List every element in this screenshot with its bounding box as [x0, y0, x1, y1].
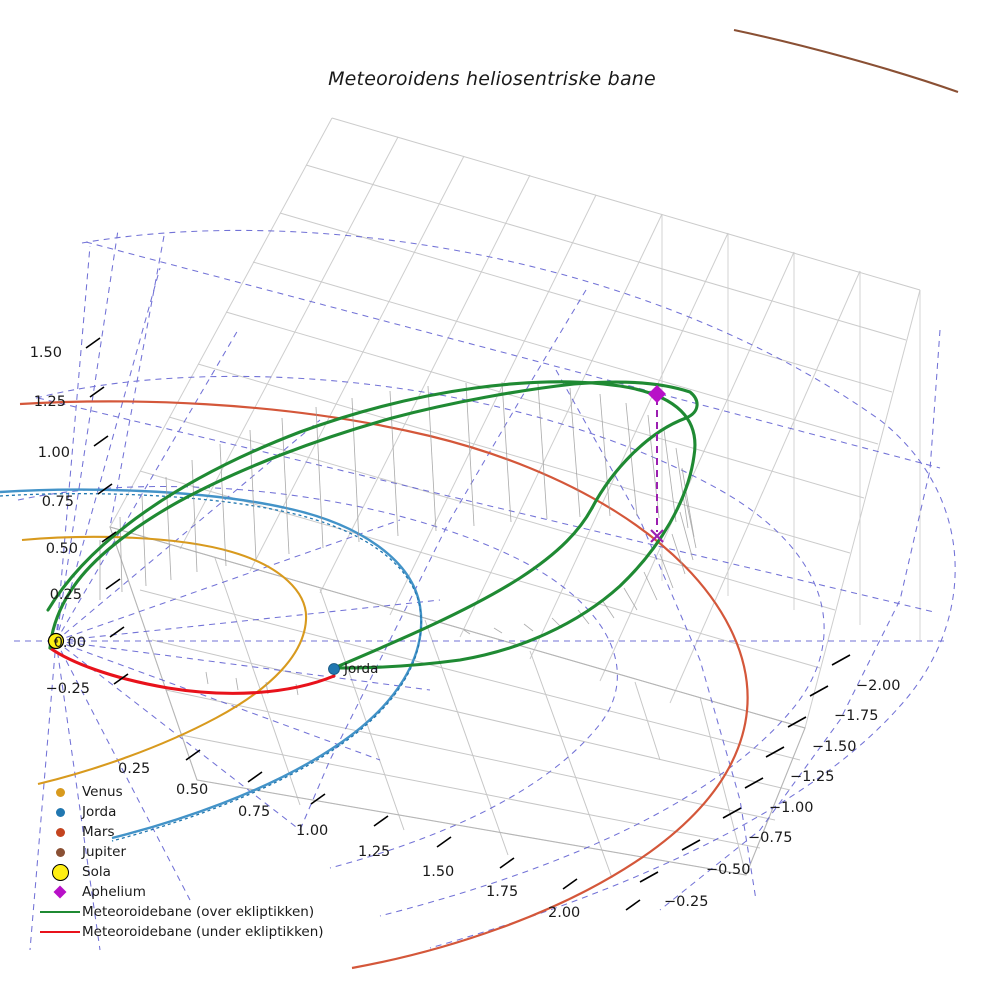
y-tick-1: −0.50 — [706, 862, 750, 878]
legend-label-jupiter: Jupiter — [82, 844, 127, 860]
y-tick-2: −0.75 — [748, 830, 792, 846]
y-tick-0: −0.25 — [664, 894, 708, 910]
orbit-mars — [19, 400, 749, 970]
jorda-marker — [328, 663, 340, 675]
legend-item-jorda[interactable]: Jorda — [38, 802, 368, 822]
pane-grid-back-vertical — [109, 117, 921, 729]
aphelium-projection-x-icon — [650, 529, 664, 543]
green-line-icon — [38, 911, 82, 913]
legend-item-under-ekliptikken[interactable]: Meteoroidebane (under ekliptikken) — [38, 922, 368, 942]
y-axis-tick-labels: −0.25 −0.50 −0.75 −1.00 −1.25 −1.50 −1.7… — [664, 678, 900, 910]
orbit-jorda — [0, 488, 423, 842]
orbit-venus — [21, 535, 308, 786]
z-tick-7: −0.25 — [46, 681, 90, 697]
axis-box-outline — [109, 526, 806, 876]
meteoroid-orbit-over — [48, 380, 699, 670]
sola-dot-icon — [38, 863, 82, 881]
aphelium-diamond-icon — [38, 884, 82, 900]
legend-label-venus: Venus — [82, 784, 123, 800]
jorda-point-label: Jorda — [343, 661, 378, 677]
legend-item-jupiter[interactable]: Jupiter — [38, 842, 368, 862]
legend: Venus Jorda Mars Jupiter Sola — [38, 782, 368, 942]
z-tick-4: 0.50 — [46, 541, 78, 557]
legend-label-under-ekliptikken: Meteoroidebane (under ekliptikken) — [82, 924, 324, 940]
z-axis-tick-labels: 1.50 1.25 1.00 0.75 0.50 0.25 0.00 −0.25 — [30, 345, 90, 697]
x-tick-2: 0.75 — [238, 804, 270, 820]
venus-dot-icon — [38, 787, 82, 797]
z-tick-1: 1.25 — [34, 394, 66, 410]
x-tick-3: 1.00 — [296, 823, 328, 839]
z-tick-5: 0.25 — [50, 587, 82, 603]
y-tick-6: −1.75 — [834, 708, 878, 724]
meteoroid-orbit-under — [48, 646, 336, 695]
legend-label-sola: Sola — [82, 864, 111, 880]
pane-grid-back — [109, 117, 921, 729]
red-line-icon — [38, 931, 82, 933]
z-tick-6: 0.00 — [54, 635, 86, 651]
legend-item-venus[interactable]: Venus — [38, 782, 368, 802]
y-tick-5: −1.50 — [812, 739, 856, 755]
orbit-stem-lines — [99, 381, 697, 696]
legend-label-mars: Mars — [82, 824, 115, 840]
aphelium-marker — [648, 385, 666, 403]
legend-item-sola[interactable]: Sola — [38, 862, 368, 882]
x-tick-1: 0.50 — [176, 782, 208, 798]
y-tick-3: −1.00 — [769, 800, 813, 816]
x-tick-5: 1.50 — [422, 864, 454, 880]
mars-dot-icon — [38, 827, 82, 837]
x-tick-6: 1.75 — [486, 884, 518, 900]
legend-label-aphelium: Aphelium — [82, 884, 146, 900]
x-tick-0: 0.25 — [118, 761, 150, 777]
legend-label-over-ekliptikken: Meteoroidebane (over ekliptikken) — [82, 904, 315, 920]
axis-tick-marks — [85, 337, 851, 911]
y-tick-4: −1.25 — [790, 769, 834, 785]
legend-item-over-ekliptikken[interactable]: Meteoroidebane (over ekliptikken) — [38, 902, 368, 922]
page-title: Meteoroidens heliosentriske bane — [328, 68, 656, 90]
x-tick-4: 1.25 — [358, 844, 390, 860]
z-tick-0: 1.50 — [30, 345, 62, 361]
z-tick-3: 0.75 — [42, 494, 74, 510]
x-tick-7: 2.00 — [548, 905, 580, 921]
jupiter-dot-icon — [38, 847, 82, 857]
legend-item-aphelium[interactable]: Aphelium — [38, 882, 368, 902]
legend-item-mars[interactable]: Mars — [38, 822, 368, 842]
meteoroid-orbit-over-loop — [46, 380, 697, 670]
y-tick-7: −2.00 — [856, 678, 900, 694]
x-axis-tick-labels: 0.25 0.50 0.75 1.00 1.25 1.50 1.75 2.00 — [118, 761, 580, 921]
reference-grid-dashed — [14, 229, 956, 951]
z-tick-2: 1.00 — [38, 445, 70, 461]
sola-marker — [47, 632, 65, 650]
orbit-jupiter — [733, 28, 959, 93]
jorda-dot-icon — [38, 807, 82, 817]
legend-label-jorda: Jorda — [82, 804, 117, 820]
